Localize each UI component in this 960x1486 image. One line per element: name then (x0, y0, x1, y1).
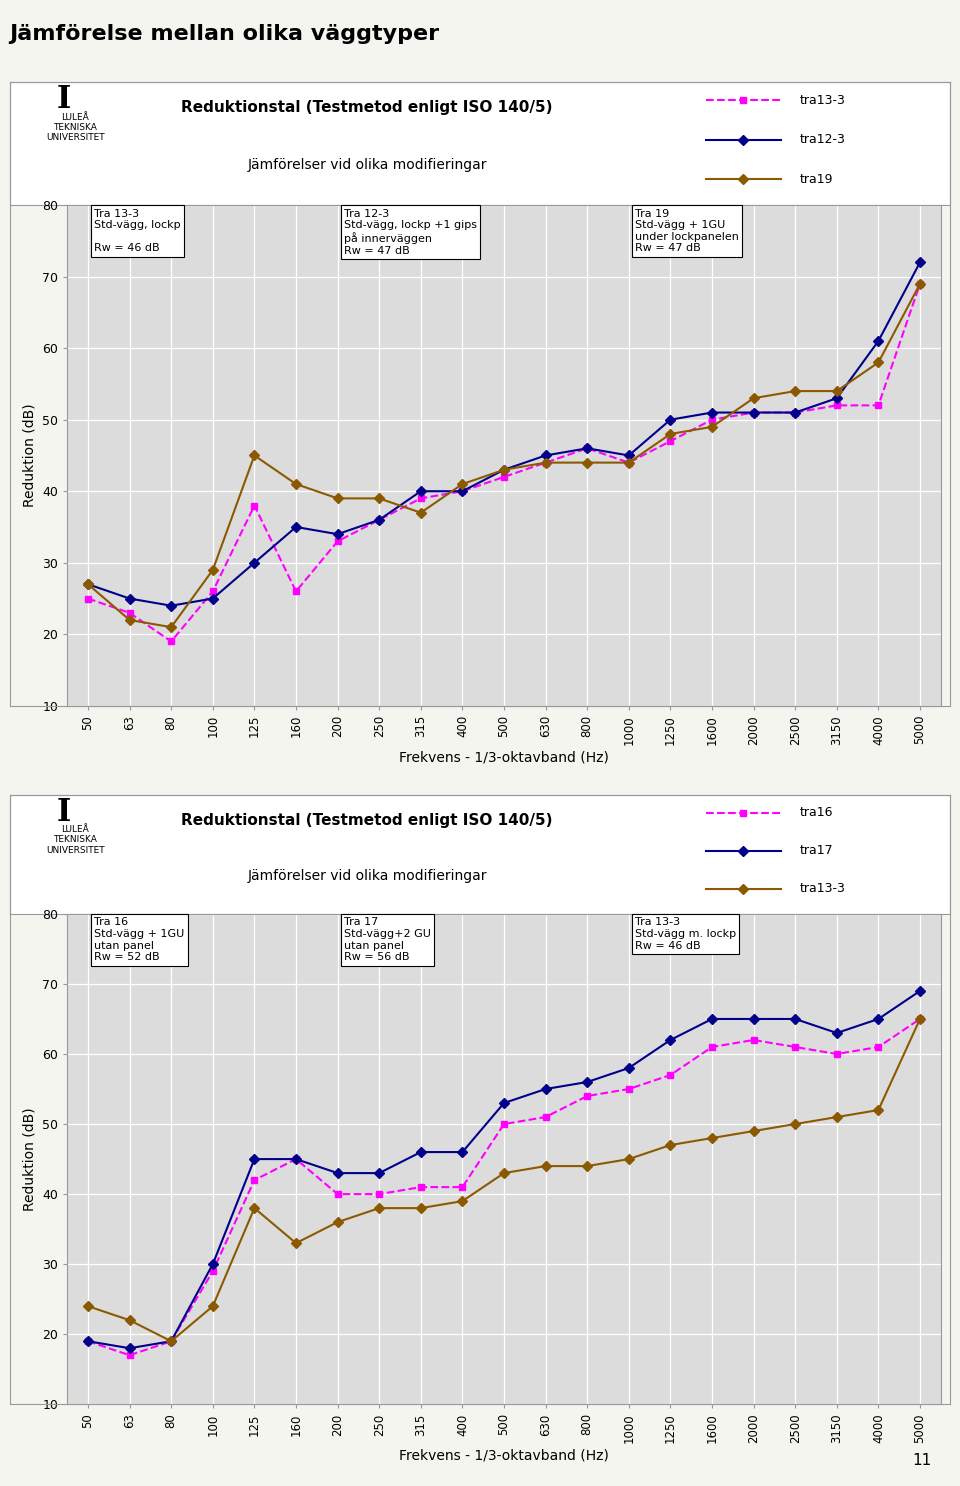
Text: Reduktionstal (Testmetod enligt ISO 140/5): Reduktionstal (Testmetod enligt ISO 140/… (181, 813, 553, 828)
Text: I: I (57, 798, 71, 828)
Text: Jämförelser vid olika modifieringar: Jämförelser vid olika modifieringar (248, 158, 487, 172)
Text: Tra 13-3
Std-vägg m. lockp
Rw = 46 dB: Tra 13-3 Std-vägg m. lockp Rw = 46 dB (636, 917, 736, 951)
Text: tra19: tra19 (800, 172, 833, 186)
Text: Tra 19
Std-vägg + 1GU
under lockpanelen
Rw = 47 dB: Tra 19 Std-vägg + 1GU under lockpanelen … (636, 208, 739, 254)
Text: Jämförelse mellan olika väggtyper: Jämförelse mellan olika väggtyper (10, 24, 440, 43)
Text: tra16: tra16 (800, 807, 833, 819)
Text: tra17: tra17 (800, 844, 833, 857)
Text: Tra 16
Std-vägg + 1GU
utan panel
Rw = 52 dB: Tra 16 Std-vägg + 1GU utan panel Rw = 52… (94, 917, 184, 963)
Text: 11: 11 (912, 1453, 931, 1468)
Text: Tra 12-3
Std-vägg, lockp +1 gips
på innerväggen
Rw = 47 dB: Tra 12-3 Std-vägg, lockp +1 gips på inne… (344, 208, 477, 256)
Text: LULEÅ
TEKNISKA
UNIVERSITET: LULEÅ TEKNISKA UNIVERSITET (46, 113, 105, 143)
X-axis label: Frekvens - 1/3-oktavband (Hz): Frekvens - 1/3-oktavband (Hz) (399, 1449, 609, 1462)
Text: tra13-3: tra13-3 (800, 94, 846, 107)
Text: Tra 13-3
Std-vägg, lockp

Rw = 46 dB: Tra 13-3 Std-vägg, lockp Rw = 46 dB (94, 208, 180, 254)
Text: Reduktionstal (Testmetod enligt ISO 140/5): Reduktionstal (Testmetod enligt ISO 140/… (181, 100, 553, 116)
Text: tra12-3: tra12-3 (800, 134, 846, 146)
Text: Jämförelser vid olika modifieringar: Jämförelser vid olika modifieringar (248, 869, 487, 883)
X-axis label: Frekvens - 1/3-oktavband (Hz): Frekvens - 1/3-oktavband (Hz) (399, 750, 609, 764)
Text: I: I (57, 85, 71, 116)
Text: LULEÅ
TEKNISKA
UNIVERSITET: LULEÅ TEKNISKA UNIVERSITET (46, 825, 105, 854)
Text: tra13-3: tra13-3 (800, 883, 846, 896)
Y-axis label: Reduktion (dB): Reduktion (dB) (23, 1107, 36, 1211)
Y-axis label: Reduktion (dB): Reduktion (dB) (23, 404, 36, 507)
Text: Tra 17
Std-vägg+2 GU
utan panel
Rw = 56 dB: Tra 17 Std-vägg+2 GU utan panel Rw = 56 … (344, 917, 431, 963)
